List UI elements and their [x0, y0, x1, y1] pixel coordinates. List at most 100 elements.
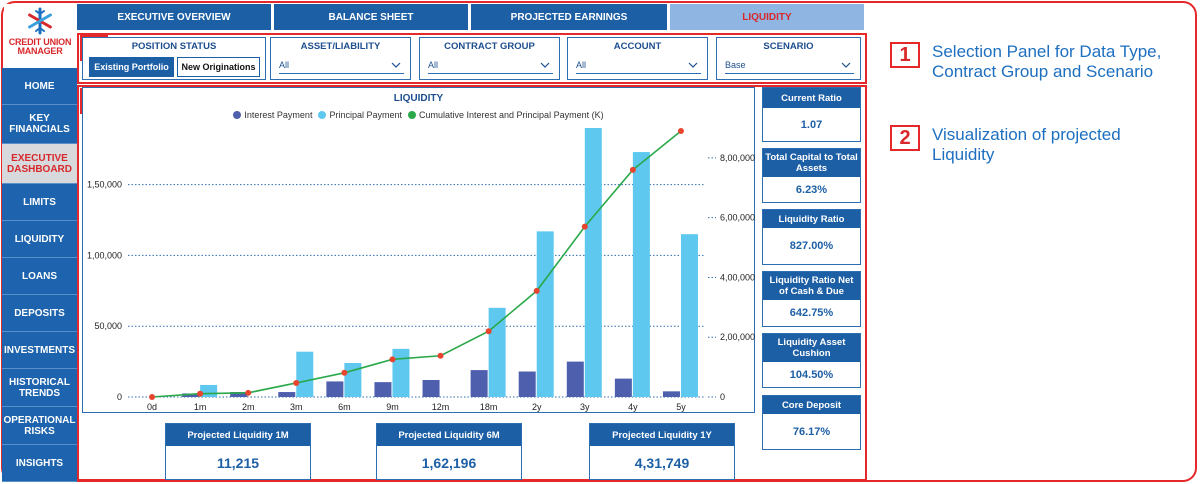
legend-label-cumulative: Cumulative Interest and Principal Paymen…: [419, 110, 604, 120]
visualization-panel-highlight: [77, 85, 867, 481]
x-axis-tick-label: 5y: [676, 402, 686, 412]
liquidity-chart: 0 50,000 1,00,000 1,50,000 0 2,00,000 4,00,000…: [82, 87, 755, 413]
cumulative-point: [437, 352, 444, 359]
kpi-label: Liquidity Ratio Net of Cash & Due: [763, 272, 860, 300]
cumulative-point: [389, 356, 396, 363]
tab-balance-sheet[interactable]: BALANCE SHEET: [274, 4, 468, 30]
projected-label: Projected Liquidity 1Y: [590, 424, 734, 446]
right-axis-tick-label: 4,00,000: [720, 272, 755, 282]
kpi-liquidity-ratio-net: Liquidity Ratio Net of Cash & Due 642.75…: [762, 271, 861, 327]
annotation-badge: 2: [890, 125, 920, 151]
chart-title: LIQUIDITY: [393, 93, 444, 104]
right-axis-tick-label: 6,00,000: [720, 213, 755, 223]
new-originations-button[interactable]: New Originations: [177, 57, 260, 77]
x-axis-tick-label: 12m: [432, 402, 450, 412]
asset-liability-value: All: [279, 59, 290, 70]
chart-legend: Interest Payment Principal Payment Cumul…: [83, 110, 754, 120]
account-dropdown[interactable]: All: [576, 56, 701, 74]
scenario-value: Base: [725, 59, 746, 70]
sidebar-item-home[interactable]: HOME: [2, 68, 77, 105]
sidebar-item-investments[interactable]: INVESTMENTS: [2, 332, 77, 369]
kpi-value: 6.23%: [795, 183, 828, 196]
interest-bar: [182, 393, 200, 397]
legend-item-cumulative: Cumulative Interest and Principal Paymen…: [408, 110, 604, 120]
snowflake-logo-icon: [28, 7, 52, 35]
sidebar-item-loans[interactable]: LOANS: [2, 258, 77, 295]
cumulative-point: [293, 379, 300, 386]
sidebar-item-liquidity[interactable]: LIQUIDITY: [2, 221, 77, 258]
position-status-title: POSITION STATUS: [131, 41, 217, 52]
projected-liquidity-1m: Projected Liquidity 1M 11,215: [165, 423, 311, 480]
account-value: All: [576, 59, 587, 70]
sidebar-item-executive-dashboard[interactable]: EXECUTIVE DASHBOARD: [2, 144, 77, 184]
cumulative-point: [197, 390, 204, 397]
asset-liability-dropdown[interactable]: All: [279, 56, 404, 74]
kpi-value: 827.00%: [789, 240, 834, 252]
principal-bar: [680, 234, 698, 397]
sidebar-item-insights[interactable]: INSIGHTS: [2, 445, 77, 482]
legend-label-principal: Principal Payment: [329, 110, 402, 120]
interest-bar: [518, 371, 536, 397]
left-axis-tick-label: 50,000: [94, 321, 122, 331]
cumulative-point: [149, 394, 156, 400]
kpi-label: Core Deposit: [763, 396, 860, 414]
legend-item-principal: Principal Payment: [318, 110, 402, 120]
selection-panel-highlight: [77, 33, 867, 84]
annotation-1: 1 Selection Panel for Data Type, Contrac…: [890, 42, 1162, 82]
kpi-label: Liquidity Ratio: [763, 210, 860, 228]
x-axis-tick-label: 2y: [532, 402, 542, 412]
tab-projected-earnings[interactable]: PROJECTED EARNINGS: [471, 4, 667, 30]
interest-bar: [470, 370, 488, 397]
legend-dot-principal: [318, 111, 327, 119]
projected-liquidity-6m: Projected Liquidity 6M 1,62,196: [376, 423, 522, 480]
chevron-down-icon: [391, 62, 401, 68]
legend-item-interest: Interest Payment: [233, 110, 312, 120]
principal-bar: [536, 231, 554, 397]
liquidity-chart-svg: 0 50,000 1,00,000 1,50,000 0 2,00,000 4,00,000…: [87, 127, 755, 412]
brand-name-line2: MANAGER: [17, 46, 63, 56]
chevron-down-icon: [688, 62, 698, 68]
sidebar-item-historical-trends[interactable]: HISTORICAL TRENDS: [2, 369, 77, 407]
scenario-dropdown[interactable]: Base: [725, 56, 854, 74]
interest-bar: [566, 361, 584, 397]
cumulative-point: [677, 127, 684, 134]
sidebar-item-deposits[interactable]: DEPOSITS: [2, 295, 77, 332]
left-axis-tick-label: 0: [117, 392, 122, 402]
tab-liquidity[interactable]: LIQUIDITY: [670, 4, 864, 30]
x-axis-tick-label: 3y: [580, 402, 590, 412]
kpi-label: Liquidity Asset Cushion: [763, 334, 860, 362]
principal-bar: [584, 128, 602, 397]
right-axis-tick-label: 8,00,000: [720, 153, 755, 163]
chevron-down-icon: [841, 62, 851, 68]
projected-value: 4,31,749: [634, 454, 690, 471]
kpi-total-capital: Total Capital to Total Assets 6.23%: [762, 148, 861, 203]
kpi-label: Current Ratio: [763, 88, 860, 108]
tab-executive-overview[interactable]: EXECUTIVE OVERVIEW: [77, 4, 271, 30]
interest-bar: [374, 382, 392, 397]
contract-group-title: CONTRACT GROUP: [444, 41, 535, 52]
existing-portfolio-button[interactable]: Existing Portfolio: [89, 57, 174, 77]
contract-group-dropdown[interactable]: All: [428, 56, 553, 74]
brand-name-line1: CREDIT UNION: [8, 37, 72, 47]
x-axis-tick-label: 18m: [480, 402, 498, 412]
legend-dot-cumulative: [408, 111, 416, 119]
kpi-liquidity-ratio: Liquidity Ratio 827.00%: [762, 209, 861, 265]
annotation-badge: 1: [890, 42, 920, 68]
interest-bar: [230, 392, 248, 397]
account-filter: ACCOUNT All: [567, 37, 708, 80]
interest-bar: [422, 380, 440, 397]
kpi-liquidity-asset-cushion: Liquidity Asset Cushion 104.50%: [762, 333, 861, 388]
principal-bar: [488, 307, 506, 397]
x-axis-tick-label: 2m: [242, 402, 255, 412]
cumulative-point: [629, 166, 636, 173]
x-axis-tick-label: 4y: [628, 402, 638, 412]
annotation-text: Selection Panel for Data Type, Contract …: [932, 42, 1162, 81]
annotation-2: 2 Visualization of projected Liquidity: [890, 125, 1162, 165]
sidebar-item-key-financials[interactable]: KEY FINANCIALS: [2, 105, 77, 144]
principal-bar: [296, 351, 314, 397]
interest-bar: [662, 391, 680, 397]
legend-dot-interest: [233, 111, 242, 119]
sidebar-item-operational-risks[interactable]: OPERATIONAL RISKS: [2, 407, 77, 445]
interest-bar: [278, 392, 296, 397]
sidebar-item-limits[interactable]: LIMITS: [2, 184, 77, 221]
